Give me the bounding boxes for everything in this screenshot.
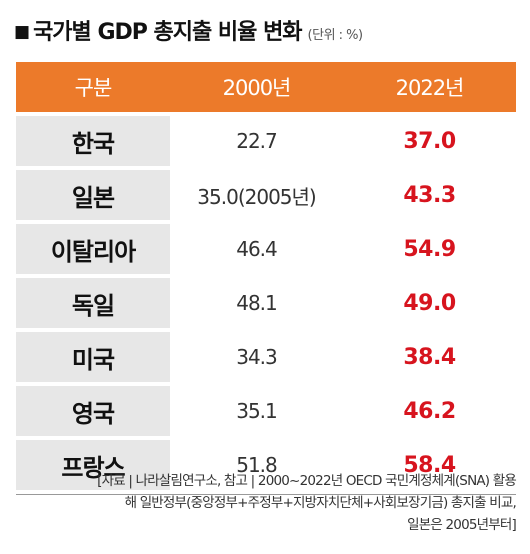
footnote-line: [자료 | 나라살림연구소, 참고 | 2000~2022년 OECD 국민계정…: [97, 473, 517, 489]
header-category: 구분: [74, 76, 113, 100]
country-name: 한국: [16, 116, 170, 166]
country-name: 독일: [16, 278, 170, 328]
table-row: 한국 22.7 37.0: [16, 116, 516, 166]
table-row: 미국 34.3 38.4: [16, 332, 516, 382]
value-2000: 35.1: [236, 399, 278, 423]
footnote-line: 해 일반정부(중앙정부+주정부+지방자치단체+사회보장기금) 총지출 비교,: [124, 495, 517, 511]
table-row: 프랑스 51.8 58.4: [16, 440, 516, 490]
source-footnote: [자료 | 나라살림연구소, 참고 | 2000~2022년 OECD 국민계정…: [16, 470, 517, 536]
value-2022: 58.4: [403, 452, 456, 478]
chart-title: ■ 국가별 GDP 총지출 비율 변화 (단위 : %): [14, 14, 363, 48]
value-2022: 46.2: [403, 398, 456, 424]
square-bullet-icon: ■: [14, 22, 31, 42]
value-2022: 43.3: [403, 182, 456, 208]
value-2000: 51.8: [236, 453, 278, 477]
value-2000: 46.4: [236, 237, 278, 261]
value-2000: 35.0(2005년): [197, 184, 316, 209]
unit-label: (단위 : %): [307, 28, 364, 43]
country-name: 이탈리아: [16, 224, 170, 274]
table-row: 영국 35.1 46.2: [16, 386, 516, 436]
country-name: 일본: [16, 170, 170, 220]
country-name: 영국: [16, 386, 170, 436]
footnote-line: 일본은 2005년부터]: [407, 517, 517, 533]
table-row: 일본 35.0(2005년) 43.3: [16, 170, 516, 220]
value-2022: 38.4: [403, 344, 456, 370]
gdp-expenditure-table: 구분 2000년 2022년 한국 22.7 37.0 일본 35.0(2005…: [16, 62, 516, 495]
value-2000: 34.3: [236, 345, 278, 369]
value-2022: 37.0: [403, 128, 456, 154]
header-year-2022: 2022년: [395, 76, 465, 100]
table-row: 이탈리아 46.4 54.9: [16, 224, 516, 274]
value-2000: 48.1: [236, 291, 278, 315]
table-row: 독일 48.1 49.0: [16, 278, 516, 328]
table-header-row: 구분 2000년 2022년: [16, 62, 516, 112]
country-name: 프랑스: [16, 440, 170, 490]
value-2000: 22.7: [236, 129, 278, 153]
country-name: 미국: [16, 332, 170, 382]
value-2022: 49.0: [403, 290, 456, 316]
header-year-2000: 2000년: [222, 76, 292, 100]
table-bottom-divider: [16, 494, 516, 495]
title-text: 국가별 GDP 총지출 비율 변화: [33, 20, 302, 45]
value-2022: 54.9: [403, 236, 456, 262]
